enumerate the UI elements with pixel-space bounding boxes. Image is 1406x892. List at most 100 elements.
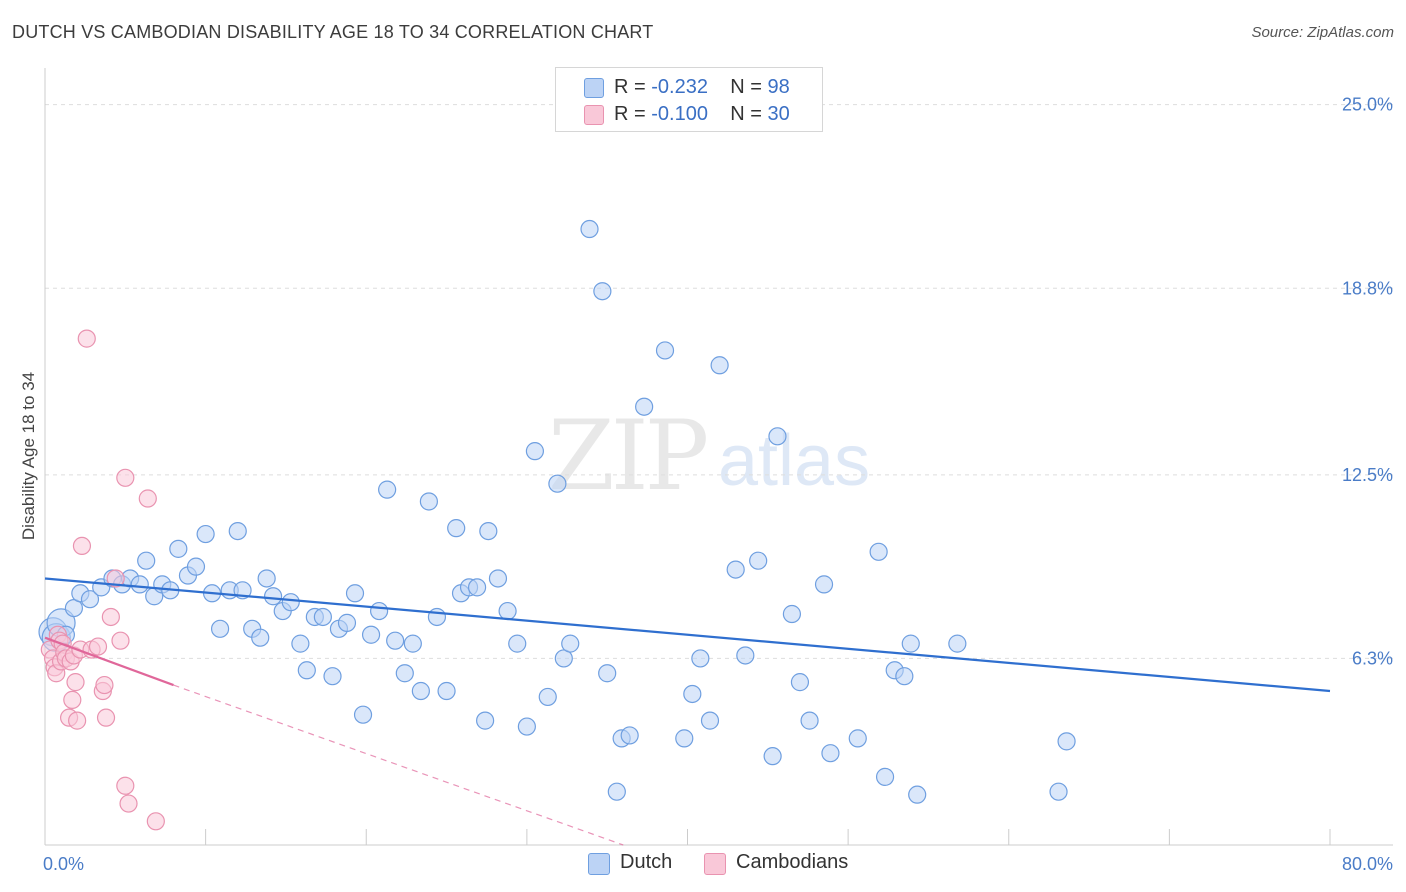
point-dutch bbox=[800, 711, 819, 730]
point-cambodians bbox=[116, 468, 135, 487]
point-dutch bbox=[297, 661, 316, 680]
point-dutch bbox=[437, 681, 456, 701]
point-cambodians bbox=[146, 812, 165, 831]
y-tick-label: 6.3% bbox=[1352, 648, 1393, 668]
point-dutch bbox=[710, 356, 729, 375]
y-tick-label: 18.8% bbox=[1342, 278, 1393, 298]
point-dutch bbox=[598, 664, 617, 683]
point-dutch bbox=[498, 601, 517, 621]
legend-n-value-dutch: 98 bbox=[767, 76, 790, 98]
point-dutch bbox=[782, 604, 802, 624]
point-cambodians bbox=[106, 569, 125, 588]
point-dutch bbox=[370, 601, 389, 621]
point-dutch bbox=[337, 613, 357, 632]
y-tick-label: 12.5% bbox=[1342, 465, 1393, 485]
point-dutch bbox=[655, 341, 675, 360]
trend-lines bbox=[44, 577, 1331, 693]
point-dutch bbox=[169, 539, 188, 558]
point-dutch bbox=[635, 397, 654, 416]
trend-line-extension-cambodians bbox=[173, 684, 624, 846]
point-dutch bbox=[508, 634, 527, 653]
point-dutch bbox=[875, 767, 895, 786]
point-cambodians bbox=[116, 776, 135, 795]
point-dutch bbox=[561, 634, 580, 653]
point-dutch bbox=[361, 625, 381, 644]
point-dutch bbox=[607, 782, 626, 801]
point-cambodians bbox=[88, 637, 108, 656]
point-dutch bbox=[353, 705, 373, 724]
point-dutch bbox=[323, 667, 342, 686]
data-points bbox=[38, 219, 1076, 831]
tick-labels: 6.3% 12.5% 18.8% 25.0% 0.0% 80.0% bbox=[43, 95, 1393, 874]
legend-swatch-cambodians bbox=[584, 105, 604, 125]
legend-n-value-cambodians: 30 bbox=[767, 103, 790, 125]
point-dutch bbox=[386, 631, 405, 650]
point-dutch bbox=[196, 524, 215, 544]
point-dutch bbox=[948, 634, 967, 653]
point-dutch bbox=[488, 569, 508, 588]
point-cambodians bbox=[119, 794, 138, 813]
point-dutch bbox=[257, 569, 276, 588]
point-dutch bbox=[130, 575, 149, 594]
point-dutch bbox=[419, 492, 438, 511]
point-dutch bbox=[186, 557, 206, 576]
point-dutch bbox=[313, 607, 332, 627]
y-axis-label: Disability Age 18 to 34 bbox=[19, 372, 38, 540]
x-tick-label-min: 0.0% bbox=[43, 854, 84, 874]
point-dutch bbox=[700, 711, 720, 730]
point-cambodians bbox=[111, 631, 130, 650]
point-dutch bbox=[251, 628, 270, 647]
point-dutch bbox=[580, 219, 599, 239]
point-dutch bbox=[821, 744, 840, 763]
axes bbox=[44, 68, 1393, 846]
gridlines bbox=[45, 104, 1393, 659]
point-dutch bbox=[467, 578, 487, 597]
point-dutch bbox=[228, 521, 247, 541]
point-dutch bbox=[908, 785, 927, 804]
point-dutch bbox=[378, 480, 397, 499]
point-cambodians bbox=[138, 489, 157, 508]
watermark-zip: ZIP bbox=[548, 400, 709, 512]
point-dutch bbox=[1049, 782, 1068, 801]
trend-extensions bbox=[173, 684, 624, 846]
series-swatch-dutch bbox=[588, 853, 610, 875]
source-label: Source: ZipAtlas.com bbox=[1251, 24, 1394, 41]
series-label-dutch: Dutch bbox=[620, 851, 673, 873]
point-dutch bbox=[210, 619, 230, 638]
legend-r-label: R = bbox=[614, 103, 652, 125]
point-dutch bbox=[675, 729, 694, 748]
point-dutch bbox=[411, 681, 430, 701]
point-dutch bbox=[427, 607, 447, 627]
y-tick-label: 25.0% bbox=[1342, 95, 1393, 115]
point-dutch bbox=[593, 282, 612, 301]
point-dutch bbox=[790, 673, 810, 692]
point-dutch bbox=[291, 634, 310, 653]
point-dutch bbox=[479, 521, 498, 541]
point-dutch bbox=[548, 474, 567, 493]
point-dutch bbox=[869, 542, 888, 561]
legend-r-value-cambodians: -0.100 bbox=[651, 103, 708, 125]
point-dutch bbox=[137, 551, 156, 570]
point-dutch bbox=[345, 584, 365, 603]
point-cambodians bbox=[72, 536, 92, 555]
point-dutch bbox=[848, 729, 867, 748]
point-cambodians bbox=[66, 673, 85, 692]
trend-line-dutch bbox=[44, 577, 1331, 693]
legend-r-value-dutch: -0.232 bbox=[651, 76, 708, 98]
point-dutch bbox=[447, 519, 466, 538]
point-cambodians bbox=[101, 607, 120, 627]
point-cambodians bbox=[77, 329, 96, 348]
point-cambodians bbox=[63, 690, 82, 709]
point-dutch bbox=[749, 551, 768, 570]
legend-n-label: N = bbox=[730, 103, 768, 125]
point-dutch bbox=[901, 634, 920, 653]
legend-n-label: N = bbox=[730, 76, 768, 98]
point-dutch bbox=[895, 667, 914, 686]
point-dutch bbox=[683, 684, 702, 704]
point-dutch bbox=[281, 593, 300, 612]
series-swatch-cambodians bbox=[704, 853, 726, 875]
point-dutch bbox=[263, 587, 283, 606]
point-dutch bbox=[768, 427, 787, 446]
point-dutch bbox=[736, 646, 755, 665]
